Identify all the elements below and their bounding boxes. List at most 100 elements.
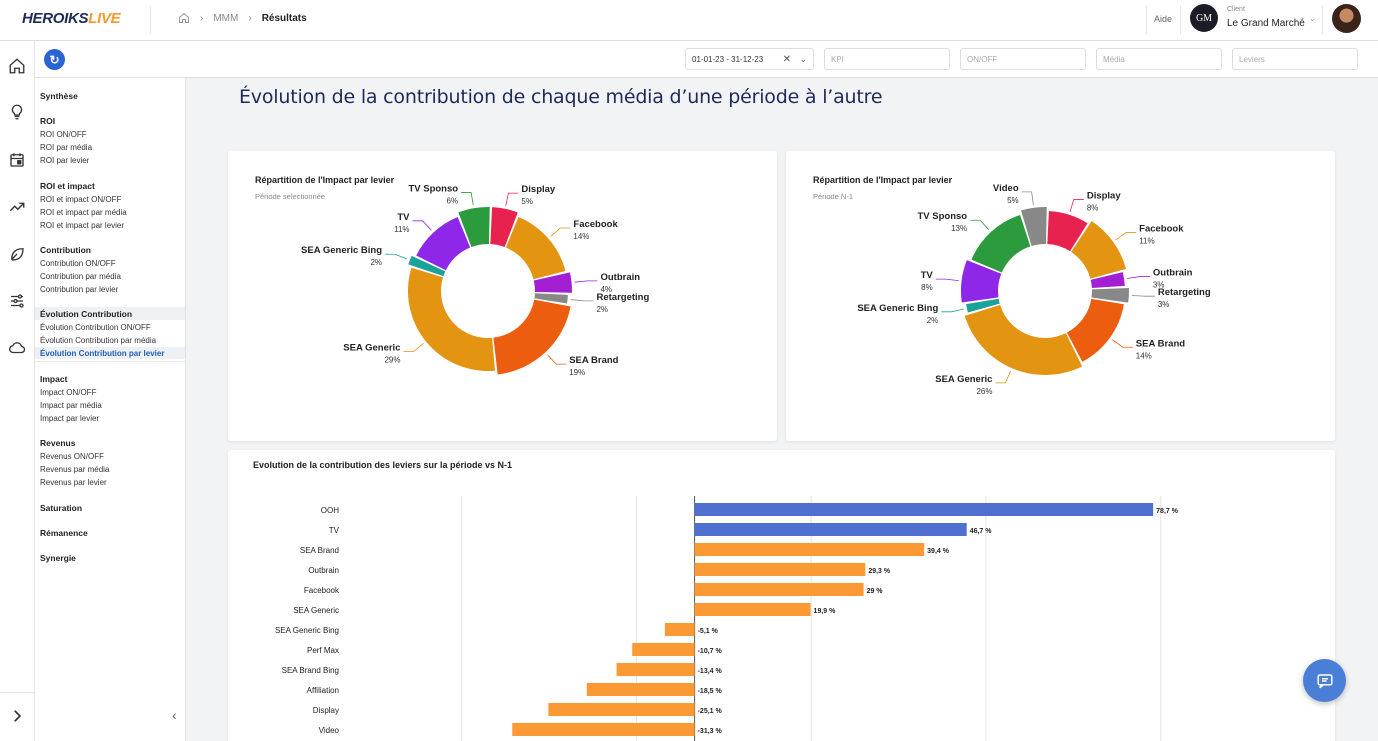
donut-slice-facebook[interactable] — [505, 217, 566, 280]
chevron-right-icon[interactable] — [8, 707, 26, 725]
bar-sea-brand[interactable] — [694, 543, 925, 556]
donut-slice-tv-sponso[interactable] — [971, 214, 1031, 273]
sliders-icon[interactable] — [8, 292, 26, 310]
menu-synergie[interactable]: Synergie — [40, 553, 76, 563]
menu-evolution-media[interactable]: Évolution Contribution par média — [40, 336, 157, 345]
menu-revenus-media[interactable]: Revenus par média — [40, 465, 110, 474]
kpi-select[interactable]: KPI — [824, 48, 950, 70]
slice-label: Display — [521, 184, 556, 195]
menu-roi-impact-media[interactable]: ROI et impact par média — [40, 208, 127, 217]
user-avatar[interactable] — [1332, 4, 1361, 33]
home-icon[interactable] — [8, 57, 26, 75]
lightbulb-icon[interactable] — [8, 103, 26, 121]
leaf-icon[interactable] — [8, 245, 26, 263]
leader-line — [412, 220, 432, 231]
donut-chart-current: Display 5% Facebook 14% Outbrain 4%Retargetin… — [301, 183, 649, 377]
breadcrumb-mmm[interactable]: MMM — [213, 12, 239, 24]
menu-roi-onoff[interactable]: ROI ON/OFF — [40, 130, 87, 139]
bar-sea-generic[interactable] — [694, 603, 811, 616]
category-label: Display — [313, 706, 339, 715]
donut-slice-facebook[interactable] — [1071, 221, 1127, 279]
bar-affiliation[interactable] — [586, 683, 695, 696]
menu-contribution-media[interactable]: Contribution par média — [40, 272, 121, 281]
donut-slice-display[interactable] — [490, 207, 518, 248]
donut-slice-tv-sponso[interactable] — [458, 207, 490, 248]
menu-contribution[interactable]: Contribution — [40, 245, 91, 255]
menu-evolution-onoff[interactable]: Évolution Contribution ON/OFF — [40, 323, 151, 332]
bar-outbrain[interactable] — [694, 563, 866, 576]
menu-impact-media[interactable]: Impact par média — [40, 401, 102, 410]
chevron-down-icon[interactable]: ⌄ — [1309, 14, 1316, 23]
menu-remanence[interactable]: Rémanence — [40, 528, 88, 538]
donut-slice-outbrain[interactable] — [533, 272, 572, 293]
donut-slice-sea-generic[interactable] — [408, 267, 496, 371]
donut-slice-tv[interactable] — [416, 216, 471, 271]
menu-revenus-levier[interactable]: Revenus par levier — [40, 478, 107, 487]
donut-slice-display[interactable] — [1047, 211, 1088, 252]
bar-value-label: -10,7 % — [698, 648, 723, 655]
active-item-bg — [35, 347, 185, 359]
slice-label: Display — [1087, 190, 1122, 201]
bar-display[interactable] — [548, 703, 695, 716]
bar-sea-brand-bing[interactable] — [616, 663, 695, 676]
menu-contribution-levier[interactable]: Contribution par levier — [40, 285, 119, 294]
menu-roi-impact-onoff[interactable]: ROI et impact ON/OFF — [40, 195, 122, 204]
leader-line — [385, 253, 408, 260]
menu-roi-impact[interactable]: ROI et impact — [40, 181, 95, 191]
clear-icon[interactable]: ✕ — [782, 54, 791, 65]
menu-roi-levier[interactable]: ROI par levier — [40, 156, 90, 165]
chart-subtitle: Période N-1 — [813, 192, 854, 201]
bar-perf-max[interactable] — [632, 643, 695, 656]
leviers-select[interactable]: Leviers — [1232, 48, 1358, 70]
menu-evolution-levier[interactable]: Évolution Contribution par levier — [40, 349, 165, 358]
cloud-icon[interactable] — [8, 339, 26, 357]
menu-impact-onoff[interactable]: Impact ON/OFF — [40, 388, 97, 397]
menu-revenus-onoff[interactable]: Revenus ON/OFF — [40, 452, 105, 461]
calendar-icon[interactable] — [8, 151, 26, 169]
donut-slice-sea-generic[interactable] — [964, 304, 1083, 375]
bar-video[interactable] — [512, 723, 695, 736]
onoff-select[interactable]: ON/OFF — [960, 48, 1086, 70]
menu-roi-impact-levier[interactable]: ROI et impact par levier — [40, 221, 125, 230]
donut-slice-tv[interactable] — [961, 260, 1002, 303]
menu-roi-media[interactable]: ROI par média — [40, 143, 93, 152]
help-link[interactable]: Aide — [1154, 14, 1173, 24]
menu-evolution[interactable]: Évolution Contribution — [40, 309, 133, 319]
donut-slice-outbrain[interactable] — [1090, 272, 1125, 289]
menu-impact-levier[interactable]: Impact par levier — [40, 414, 100, 423]
donut-slice-sea-brand[interactable] — [493, 299, 571, 375]
date-range-field[interactable]: 01-01-23 - 31-12-23 ✕ ⌄ — [685, 48, 814, 70]
donut-slice-sea-brand[interactable] — [1066, 298, 1124, 362]
refresh-icon[interactable]: ↻ — [44, 49, 65, 70]
bar-sea-generic-bing[interactable] — [664, 623, 695, 636]
menu-roi[interactable]: ROI — [40, 116, 56, 126]
menu-synthese[interactable]: Synthèse — [40, 91, 78, 101]
media-select[interactable]: Média — [1096, 48, 1222, 70]
donut-slice-retargeting[interactable] — [534, 293, 568, 304]
slice-value: 5% — [1007, 196, 1019, 205]
trend-up-icon[interactable] — [8, 198, 26, 216]
bar-tv[interactable] — [694, 523, 967, 536]
slice-label: TV — [921, 270, 934, 281]
chat-button[interactable] — [1303, 659, 1346, 702]
bar-ooh[interactable] — [694, 503, 1154, 516]
leader-line — [550, 227, 571, 237]
slice-value: 2% — [370, 258, 382, 267]
client-selector[interactable]: Le Grand Marché — [1227, 18, 1305, 29]
slice-value: 5% — [521, 197, 533, 206]
menu-impact[interactable]: Impact — [40, 374, 68, 384]
donut-slice-video[interactable] — [1021, 207, 1047, 246]
bar-facebook[interactable] — [694, 583, 864, 596]
menu-contribution-onoff[interactable]: Contribution ON/OFF — [40, 259, 116, 268]
divider — [1146, 6, 1147, 34]
home-icon[interactable] — [178, 12, 190, 24]
collapse-menu-icon[interactable]: ‹ — [172, 707, 177, 723]
leader-line — [1112, 339, 1133, 348]
menu-revenus[interactable]: Revenus — [40, 438, 76, 448]
donut-slice-sea-generic-bing[interactable] — [408, 255, 446, 277]
donut-slice-retargeting[interactable] — [1091, 288, 1129, 303]
menu-saturation[interactable]: Saturation — [40, 503, 83, 513]
chevron-down-icon[interactable]: ⌄ — [799, 54, 807, 64]
app-logo[interactable]: HEROIKSLIVE — [22, 10, 121, 27]
donut-slice-sea-generic-bing[interactable] — [966, 298, 1000, 313]
